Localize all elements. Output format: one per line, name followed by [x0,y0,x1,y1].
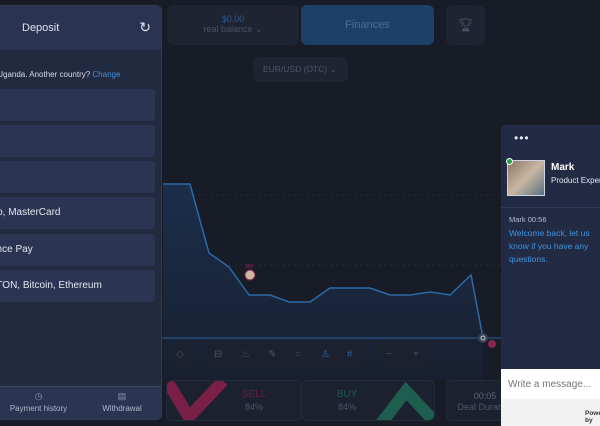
zoom-out-icon[interactable]: − [386,349,392,360]
trophy-icon: 🏆︎ [457,17,474,32]
more-icon[interactable]: ••• [514,131,530,145]
trade-marker-label: $50 [245,264,254,270]
payment-method[interactable] [0,125,155,157]
payment-method-crypto[interactable]: , TON, Bitcoin, Ethereum [0,270,155,302]
chart-type-icon[interactable]: ◇ [176,349,184,360]
buy-button[interactable]: BUY 84% [301,380,435,421]
balance-label: real balance ⌄ [203,24,263,34]
duration-label: Deal Duration [457,402,513,412]
powered-by: Powered by [501,399,600,426]
chart-line [163,183,484,339]
indicator-icon[interactable]: ⊟ [214,349,223,360]
price-chart: $50 [162,183,502,380]
withdrawal-label: Withdrawal [102,404,142,413]
clock-icon: ◷ [34,391,43,401]
payment-method-cards[interactable]: tro, MasterCard [0,197,155,229]
grid-icon[interactable]: # [347,349,353,360]
refresh-icon[interactable]: ↻ [139,19,151,35]
finances-button[interactable]: Finances [301,5,434,45]
deposit-panel: Deposit ↻ s Uganda. Another country? Cha… [0,5,162,420]
change-country-link[interactable]: Change [92,70,121,79]
chart-toolbar: ◇ ⊟ ♨ ✎ ○ ♙ # − + [170,343,430,369]
trade-marker [244,269,256,281]
buy-arrow-icon [376,381,434,420]
buy-label: BUY [336,389,358,400]
balance-selector[interactable]: $0.00 real balance ⌄ [167,5,299,45]
deposit-footer: ◷ Payment history ▤ Withdrawal [0,386,161,419]
country-notice: s Uganda. Another country? Change [0,70,120,79]
expiry-marker [488,340,496,348]
avatar [507,160,545,196]
online-status-icon [506,158,513,165]
agent-role: Product Expert [551,176,600,185]
payment-history-button[interactable]: ◷ Payment history [1,391,76,413]
withdrawal-button[interactable]: ▤ Withdrawal [91,391,153,413]
message-meta: Mark 00:56 [509,215,547,224]
payment-method-pay[interactable]: ance Pay [0,234,155,266]
sell-button[interactable]: SELL 84% [166,380,302,421]
deposit-title: Deposit [22,22,60,34]
balance-amount: $0.00 [221,14,245,24]
trophy-button[interactable]: 🏆︎ [446,5,485,45]
duration-value: 00:05 [473,391,497,401]
payment-method[interactable] [0,161,155,193]
payment-history-label: Payment history [9,404,68,413]
agent-name: Mark [551,162,575,173]
deposit-header: Deposit ↻ [0,6,161,50]
circle-icon[interactable]: ○ [295,349,302,360]
sell-payout: 84% [244,402,263,412]
asset-selector[interactable]: EUR/USD (OTC) ⌄ [253,57,348,82]
current-price-dot [478,333,488,343]
sell-arrow-icon [167,381,227,420]
pencil-icon[interactable]: ✎ [268,349,277,360]
zoom-in-icon[interactable]: + [413,349,419,360]
message-text: Welcome back, let us know if you have an… [509,228,590,264]
fire-icon[interactable]: ♨ [241,349,250,360]
card-icon: ▤ [117,391,127,401]
chat-widget: ••• Mark Product Expert Mark 00:56 Welco… [501,125,600,426]
chart-area [163,184,483,380]
sell-label: SELL [241,389,267,400]
country-text: s Uganda. Another country? [0,70,93,79]
user-icon[interactable]: ♙ [321,349,330,360]
message-input[interactable] [501,369,600,399]
payment-method[interactable] [0,89,155,121]
divider [501,207,600,208]
buy-payout: 84% [337,402,356,412]
